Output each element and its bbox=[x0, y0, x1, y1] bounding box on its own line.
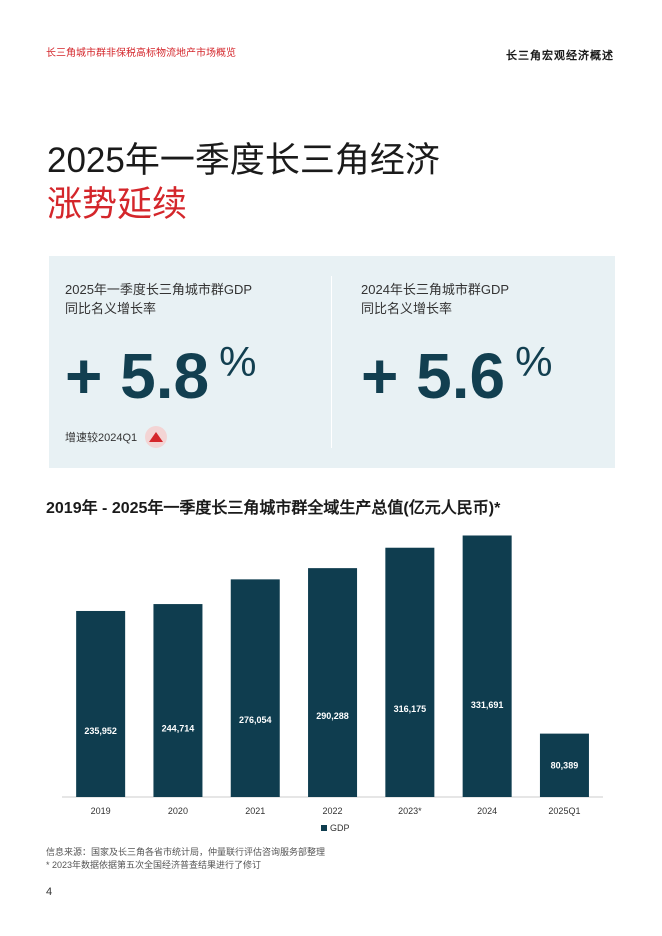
x-tick-label: 2024 bbox=[477, 806, 497, 816]
page-title-line2: 涨势延续 bbox=[47, 185, 188, 224]
bar bbox=[462, 535, 512, 797]
bar-value-label: 80,389 bbox=[551, 760, 579, 770]
x-tick-label: 2025Q1 bbox=[548, 806, 580, 816]
source-line: 信息来源：国家及长三角各省市统计局，仲量联行评估咨询服务部整理 bbox=[46, 847, 326, 857]
bar bbox=[385, 547, 435, 797]
growth-compare: 增速较2024Q1 bbox=[65, 426, 168, 448]
legend-label: GDP bbox=[330, 823, 350, 833]
stat-unit: % bbox=[515, 338, 553, 385]
x-tick-label: 2023* bbox=[398, 806, 422, 816]
compare-label: 增速较2024Q1 bbox=[65, 432, 138, 444]
stat-number: + 5.6 bbox=[361, 340, 506, 412]
x-tick-label: 2021 bbox=[245, 806, 265, 816]
stats-panel: 2025年一季度长三角城市群GDP 同比名义增长率 + 5.8% 2024年长三… bbox=[49, 256, 615, 468]
footnote-line: * 2023年数据依据第五次全国经济普查结果进行了修订 bbox=[46, 860, 262, 870]
bar-value-label: 244,714 bbox=[162, 723, 195, 733]
x-tick-label: 2019 bbox=[91, 806, 111, 816]
legend-swatch bbox=[321, 825, 327, 831]
page-number: 4 bbox=[46, 886, 53, 898]
stat-value: + 5.8% bbox=[65, 326, 256, 412]
header-report-title: 长三角城市群非保税高标物流地产市场概览 bbox=[46, 48, 236, 59]
bar-value-label: 331,691 bbox=[471, 700, 504, 710]
bar-value-label: 276,054 bbox=[239, 715, 272, 725]
header-section-title: 长三角宏观经济概述 bbox=[506, 50, 614, 62]
stat-label: 2025年一季度长三角城市群GDP 同比名义增长率 bbox=[65, 282, 253, 316]
bar bbox=[76, 610, 126, 797]
stat-2025q1: 2025年一季度长三角城市群GDP 同比名义增长率 + 5.8% bbox=[65, 280, 256, 412]
x-tick-label: 2020 bbox=[168, 806, 188, 816]
source-note: 信息来源：国家及长三角各省市统计局，仲量联行评估咨询服务部整理 * 2023年数… bbox=[46, 846, 325, 872]
bar bbox=[308, 568, 358, 797]
bar bbox=[539, 733, 589, 797]
bar-value-label: 235,952 bbox=[84, 726, 117, 736]
bar bbox=[153, 604, 203, 797]
chart-title: 2019年 - 2025年一季度长三角城市群全域生产总值(亿元人民币)* bbox=[46, 500, 501, 517]
stat-unit: % bbox=[219, 338, 257, 385]
bar-value-label: 316,175 bbox=[394, 704, 427, 714]
stat-number: + 5.8 bbox=[65, 340, 210, 412]
bar bbox=[230, 579, 280, 797]
page-title-line1: 2025年一季度长三角经济 bbox=[47, 141, 440, 180]
bar-value-label: 290,288 bbox=[316, 711, 349, 721]
panel-divider bbox=[331, 276, 332, 448]
up-triangle-icon bbox=[145, 426, 168, 448]
x-tick-label: 2022 bbox=[323, 806, 343, 816]
stat-value: + 5.6% bbox=[361, 326, 552, 412]
stat-label: 2024年长三角城市群GDP 同比名义增长率 bbox=[361, 282, 510, 316]
stat-2024: 2024年长三角城市群GDP 同比名义增长率 + 5.6% bbox=[361, 280, 552, 412]
